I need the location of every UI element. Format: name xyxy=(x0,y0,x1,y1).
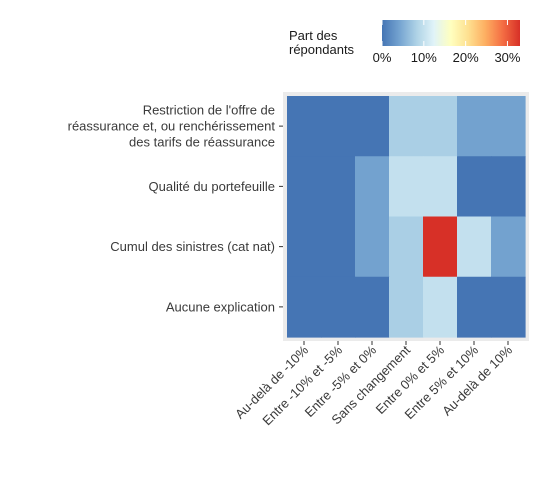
heatmap-cell xyxy=(321,96,356,157)
heatmap-cell xyxy=(389,216,424,278)
legend-title: Part des xyxy=(289,28,338,43)
legend-tick-label: 20% xyxy=(453,50,479,65)
heatmap-cell xyxy=(389,156,424,218)
heatmap-cell xyxy=(423,156,458,218)
heatmap-cell xyxy=(287,276,322,338)
legend-colorbar xyxy=(382,20,520,46)
y-tick-label: Qualité du portefeuille xyxy=(149,179,275,194)
heatmap-cell xyxy=(355,156,390,218)
heatmap-cell xyxy=(355,96,390,157)
heatmap-cell xyxy=(321,156,356,218)
heatmap-cell xyxy=(287,216,322,278)
legend-tick-label: 10% xyxy=(411,50,437,65)
heatmap-cell xyxy=(423,276,458,338)
heatmap-cell xyxy=(423,216,458,278)
y-tick-label: réassurance et, ou renchérissement xyxy=(68,119,276,134)
heatmap-cell xyxy=(287,96,322,157)
legend-title: répondants xyxy=(289,42,355,57)
y-tick-label: Aucune explication xyxy=(166,299,275,314)
y-tick-label: Restriction de l'offre de xyxy=(143,103,275,118)
heatmap-cell xyxy=(457,276,492,338)
legend-tick-label: 0% xyxy=(373,50,392,65)
heatmap-cell xyxy=(423,96,458,157)
heatmap-cell xyxy=(389,276,424,338)
heatmap-cell xyxy=(457,96,492,157)
heatmap-cell xyxy=(287,156,322,218)
heatmap-cell xyxy=(355,276,390,338)
y-tick-label: Cumul des sinistres (cat nat) xyxy=(110,239,275,254)
heatmap-cell xyxy=(491,96,526,157)
heatmap-cell xyxy=(355,216,390,278)
heatmap-cell xyxy=(321,216,356,278)
legend-tick-label: 30% xyxy=(494,50,520,65)
x-axis-labels: Au-delà de -10%Entre -10% et -5%Entre -5… xyxy=(232,341,515,428)
heatmap-cell xyxy=(491,276,526,338)
heatmap-cell xyxy=(457,156,492,218)
plot-panel xyxy=(283,92,529,341)
heatmap-cell xyxy=(491,156,526,218)
heatmap-cell xyxy=(491,216,526,278)
heatmap-cell xyxy=(389,96,424,157)
y-tick-label: des tarifs de réassurance xyxy=(129,135,275,150)
heatmap-cell xyxy=(321,276,356,338)
heatmap-cell xyxy=(457,216,492,278)
